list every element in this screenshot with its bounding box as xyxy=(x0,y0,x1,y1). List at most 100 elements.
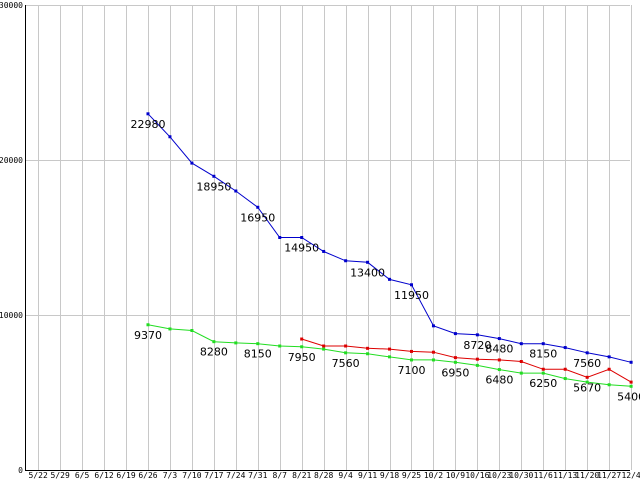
data-point xyxy=(190,329,194,332)
y-tick-label: 10000 xyxy=(0,311,23,320)
x-tick-label: 7/17 xyxy=(204,471,223,480)
x-tick-label: 9/4 xyxy=(338,471,353,480)
data-point xyxy=(212,340,216,344)
data-point xyxy=(322,344,326,348)
data-point xyxy=(453,360,457,364)
series-line xyxy=(301,338,632,383)
data-point xyxy=(234,189,238,193)
data-label: 8150 xyxy=(244,348,272,361)
data-point xyxy=(541,371,545,375)
data-point xyxy=(409,283,413,287)
data-point xyxy=(541,342,545,346)
x-tick-label: 10/16 xyxy=(465,471,489,480)
data-label: 8150 xyxy=(529,348,557,361)
data-point xyxy=(585,380,589,384)
data-point xyxy=(453,332,457,336)
data-point xyxy=(497,337,501,341)
data-point xyxy=(585,375,589,379)
data-point xyxy=(146,112,150,116)
data-point xyxy=(519,342,523,346)
x-tick-label: 7/10 xyxy=(182,471,201,480)
data-point xyxy=(563,377,567,381)
data-point xyxy=(563,346,567,350)
data-label: 5670 xyxy=(573,381,601,394)
data-point xyxy=(409,358,413,362)
data-point xyxy=(234,341,238,345)
data-label: 6480 xyxy=(485,374,513,387)
data-point xyxy=(431,350,435,354)
x-tick-label: 6/12 xyxy=(94,471,113,480)
data-point xyxy=(607,367,611,371)
data-point xyxy=(300,236,304,239)
x-tick-label: 8/7 xyxy=(273,471,288,480)
x-tick-labels: 5/22 5/29 6/5 6/12 6/19 6/26 7/3 7/10 7/17 7/24 7/… xyxy=(29,471,640,480)
data-label: 14950 xyxy=(284,242,319,255)
series-line xyxy=(147,113,632,363)
x-tick-label: 11/20 xyxy=(575,471,599,480)
data-point xyxy=(453,356,457,360)
series-group xyxy=(146,112,633,388)
data-point xyxy=(344,351,348,355)
series-2 xyxy=(146,323,633,388)
data-point xyxy=(366,260,370,264)
data-point xyxy=(278,344,282,348)
x-tick-label: 8/21 xyxy=(292,471,311,480)
x-tick-label: 8/28 xyxy=(314,471,333,480)
data-point xyxy=(388,355,392,359)
data-label: 7560 xyxy=(573,357,601,370)
data-point xyxy=(629,380,633,384)
x-tick-label: 5/29 xyxy=(51,471,70,480)
data-point xyxy=(497,368,501,372)
x-tick-label: 9/18 xyxy=(380,471,399,480)
data-label: 8280 xyxy=(200,346,228,359)
x-tick-label: 6/26 xyxy=(138,471,157,480)
x-tick-label: 6/5 xyxy=(75,471,90,480)
data-point xyxy=(168,135,172,139)
data-point xyxy=(212,174,216,178)
series-0 xyxy=(146,112,633,364)
x-tick-label: 10/2 xyxy=(424,471,443,480)
data-point xyxy=(563,367,567,371)
data-label: 5400 xyxy=(617,390,640,403)
data-point xyxy=(278,236,282,239)
x-tick-label: 9/25 xyxy=(402,471,421,480)
y-tick-labels: 0 10000 20000 30000 xyxy=(0,1,23,475)
data-point xyxy=(629,384,633,388)
x-tick-label: 5/22 xyxy=(29,471,48,480)
data-point xyxy=(388,347,392,351)
x-tick-label: 9/11 xyxy=(358,471,377,480)
data-point xyxy=(256,342,260,346)
data-label: 6950 xyxy=(441,366,469,379)
x-tick-label: 7/3 xyxy=(163,471,178,480)
data-label: 11950 xyxy=(394,289,429,302)
axes xyxy=(25,5,630,471)
x-tick-label: 10/30 xyxy=(509,471,533,480)
data-label: 9370 xyxy=(134,329,162,342)
y-tick-label: 20000 xyxy=(0,156,23,165)
x-tick-label: 7/24 xyxy=(226,471,245,480)
data-point xyxy=(519,360,523,363)
data-point xyxy=(475,357,479,361)
data-point xyxy=(256,205,260,209)
x-tick-label: 11/6 xyxy=(534,471,553,480)
data-label: 22980 xyxy=(130,118,165,131)
data-label: 8720 xyxy=(463,339,491,352)
data-label: 6250 xyxy=(529,377,557,390)
data-point xyxy=(366,346,370,350)
y-tick-label: 0 xyxy=(18,466,23,475)
grid xyxy=(25,5,632,471)
x-tick-label: 6/19 xyxy=(116,471,135,480)
data-point xyxy=(409,349,413,353)
data-label: 7560 xyxy=(332,357,360,370)
data-point xyxy=(519,371,523,375)
data-label: 18950 xyxy=(196,180,231,193)
data-label: 7950 xyxy=(288,351,316,364)
data-point xyxy=(190,161,194,165)
data-point xyxy=(629,360,633,364)
data-point xyxy=(300,337,304,341)
data-label: 8480 xyxy=(485,343,513,356)
data-point xyxy=(607,355,611,359)
data-point xyxy=(607,383,611,387)
